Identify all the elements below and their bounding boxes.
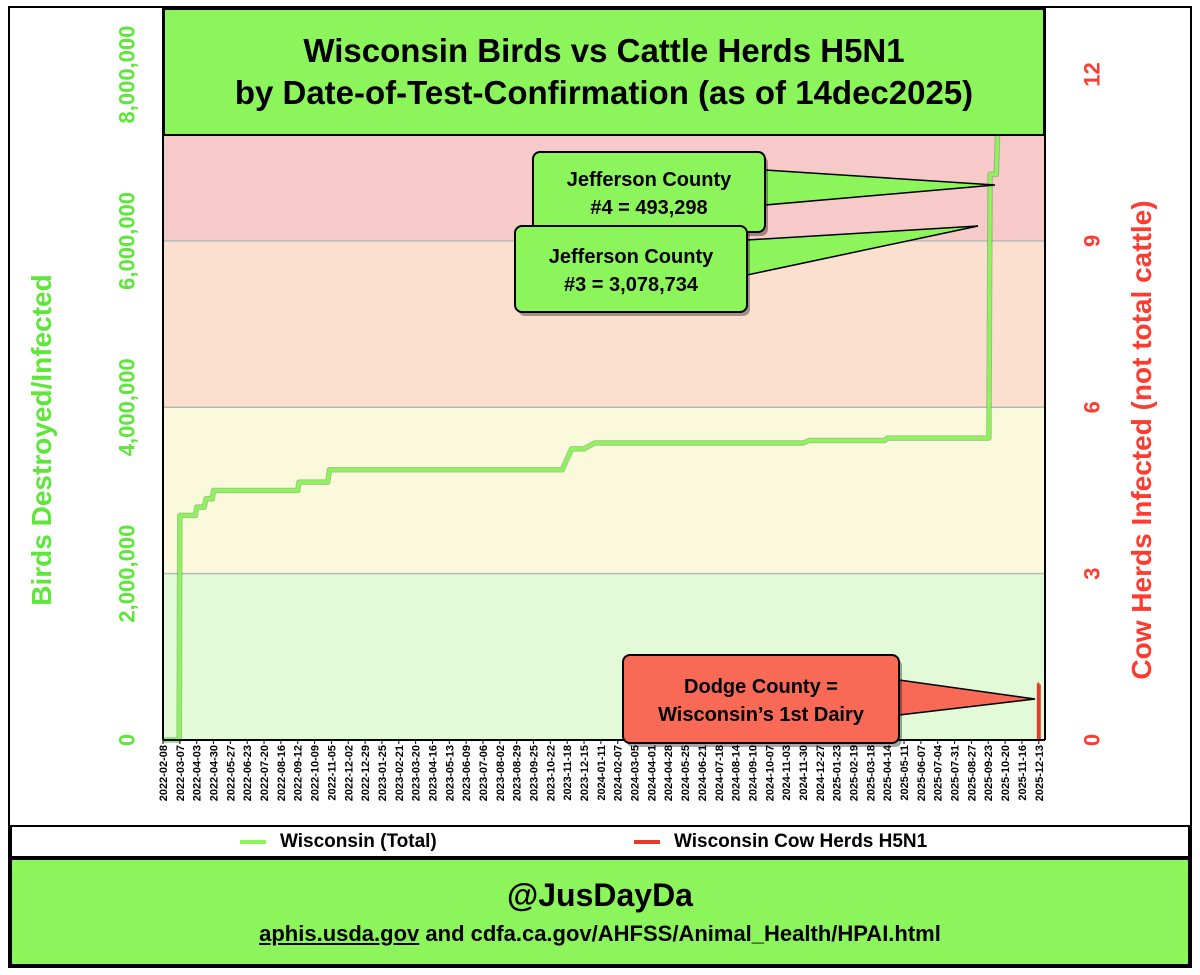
left-tick-label-3: 6,000,000 (115, 192, 140, 290)
x-tick-label-13: 2023-01-25 (377, 745, 389, 801)
axes: 0 2,000,000 4,000,000 6,000,000 8,000,000 0 3 6… (115, 8, 1105, 801)
x-tick-label-44: 2025-05-11 (899, 745, 911, 801)
x-tick-label-10: 2022-11-05 (326, 745, 338, 801)
title-panel: Wisconsin Birds vs Cattle Herds H5N1 by … (163, 8, 1045, 136)
x-tick-label-43: 2025-04-14 (882, 744, 894, 801)
x-tick-label-11: 2022-12-02 (343, 745, 355, 801)
x-tick-label-1: 2022-03-07 (175, 745, 187, 801)
band-1 (163, 407, 1045, 574)
callout-line2-2: Wisconsin’s 1st Dairy (658, 704, 865, 726)
x-tick-label-9: 2022-10-09 (310, 745, 322, 801)
footer-handle: @JusDayDa (507, 877, 693, 913)
footer-panel: @JusDayDa aphis.usda.gov and cdfa.ca.gov… (10, 858, 1190, 966)
x-tick-label-5: 2022-06-23 (242, 745, 254, 801)
x-tick-label-39: 2024-12-27 (815, 745, 827, 801)
x-tick-label-31: 2024-05-25 (680, 745, 692, 801)
right-tick-label-4: 12 (1080, 62, 1105, 86)
x-tick-label-26: 2024-01-11 (596, 745, 608, 801)
x-tick-label-7: 2022-08-16 (276, 745, 288, 801)
series-line-1 (1036, 682, 1041, 740)
x-tick-label-48: 2025-08-27 (966, 745, 978, 801)
x-tick-label-25: 2023-12-15 (579, 745, 591, 801)
x-tick-label-30: 2024-04-28 (663, 745, 675, 801)
x-tick-label-37: 2024-11-03 (781, 745, 793, 801)
chart-subtitle: by Date-of-Test-Confirmation (as of 14de… (234, 74, 974, 111)
source-link-aphis[interactable]: aphis.usda.gov (259, 921, 420, 946)
x-tick-label-3: 2022-04-30 (209, 745, 221, 801)
x-tick-label-6: 2022-07-20 (259, 745, 271, 801)
chart-title: Wisconsin Birds vs Cattle Herds H5N1 (303, 32, 905, 69)
callout-line2-0: #4 = 493,298 (590, 197, 707, 219)
x-tick-label-50: 2025-10-20 (1000, 745, 1012, 801)
x-tick-label-8: 2022-09-12 (293, 745, 305, 801)
callout-line1-2: Dodge County = (684, 676, 838, 698)
x-tick-label-40: 2025-01-23 (832, 745, 844, 801)
x-tick-label-47: 2025-07-31 (950, 745, 962, 801)
x-tick-label-16: 2023-04-16 (427, 745, 439, 801)
callout-1: Jefferson County #3 = 3,078,734 (514, 225, 979, 316)
x-tick-label-21: 2023-08-29 (512, 745, 524, 801)
footer-sources: aphis.usda.gov and cdfa.ca.gov/AHFSS/Ani… (259, 917, 941, 951)
left-tick-label-1: 2,000,000 (115, 525, 140, 623)
left-tick-label-0: 0 (115, 734, 140, 746)
right-tick-label-2: 6 (1080, 401, 1105, 413)
x-tick-label-2: 2022-04-03 (192, 745, 204, 801)
x-tick-label-15: 2023-03-20 (411, 745, 423, 801)
callout-0: Jefferson County #4 = 493,298 (532, 151, 996, 236)
left-tick-label-2: 4,000,000 (115, 358, 140, 456)
legend-swatch-green (240, 840, 266, 844)
x-tick-label-0: 2022-02-08 (158, 745, 170, 801)
series-lines (163, 130, 1045, 743)
callout-2: Dodge County = Wisconsin’s 1st Dairy (622, 654, 1036, 747)
legend-label-cow-herds: Wisconsin Cow Herds H5N1 (674, 831, 928, 852)
callout-box-2 (622, 654, 900, 744)
x-tick-label-41: 2025-02-19 (849, 745, 861, 801)
left-tick-label-4: 8,000,000 (115, 26, 140, 124)
x-tick-label-24: 2023-11-18 (562, 745, 574, 801)
x-tick-label-34: 2024-08-14 (731, 744, 743, 801)
x-tick-label-23: 2023-10-22 (545, 745, 557, 801)
callout-box-1 (514, 225, 748, 313)
x-tick-label-35: 2024-09-10 (747, 745, 759, 801)
x-tick-label-29: 2024-04-01 (646, 745, 658, 801)
x-tick-label-18: 2023-06-09 (461, 745, 473, 801)
band-0 (163, 573, 1045, 740)
x-tick-label-51: 2025-11-16 (1017, 745, 1029, 801)
x-tick-label-14: 2023-02-21 (394, 745, 406, 801)
x-tick-label-27: 2024-02-07 (613, 745, 625, 801)
x-tick-label-20: 2023-08-02 (495, 745, 507, 801)
x-tick-label-19: 2023-07-06 (478, 745, 490, 801)
x-tick-label-33: 2024-07-18 (714, 745, 726, 801)
source-text-cdfa: and cdfa.ca.gov/AHFSS/Animal_Health/HPAI… (419, 921, 941, 946)
x-tick-label-52: 2025-12-13 (1034, 745, 1046, 801)
callout-line1-0: Jefferson County (567, 169, 732, 191)
legend-item-cow-herds: Wisconsin Cow Herds H5N1 (634, 831, 927, 853)
callout-line1-1: Jefferson County (549, 246, 714, 268)
right-tick-label-1: 3 (1080, 568, 1105, 580)
x-tick-label-32: 2024-06-21 (697, 745, 709, 801)
x-tick-label-45: 2025-06-07 (916, 745, 928, 801)
x-tick-label-42: 2025-03-18 (865, 745, 877, 801)
x-tick-label-49: 2025-09-23 (983, 745, 995, 801)
x-tick-label-22: 2023-09-25 (529, 745, 541, 801)
x-tick-label-12: 2022-12-29 (360, 745, 372, 801)
right-tick-label-0: 0 (1080, 734, 1105, 746)
callout-line2-1: #3 = 3,078,734 (564, 274, 699, 296)
x-tick-label-38: 2024-11-30 (798, 745, 810, 801)
right-axis-title: Cow Herds Infected (not total cattle) (1126, 200, 1157, 680)
x-tick-label-36: 2024-10-07 (764, 745, 776, 801)
legend: Wisconsin (Total) Wisconsin Cow Herds H5… (10, 825, 1190, 858)
right-tick-label-3: 9 (1080, 235, 1105, 247)
left-axis-title: Birds Destroyed/Infected (26, 274, 57, 606)
series-line-0 (163, 131, 1045, 742)
x-tick-label-17: 2023-05-13 (444, 745, 456, 801)
legend-item-wisconsin-total: Wisconsin (Total) (240, 831, 437, 853)
legend-label-wisconsin-total: Wisconsin (Total) (280, 831, 437, 852)
x-tick-label-4: 2022-05-27 (225, 745, 237, 801)
legend-swatch-red (634, 840, 660, 844)
x-tick-label-46: 2025-07-04 (933, 744, 945, 801)
callout-box-0 (532, 151, 766, 233)
x-tick-label-28: 2024-03-05 (630, 745, 642, 801)
